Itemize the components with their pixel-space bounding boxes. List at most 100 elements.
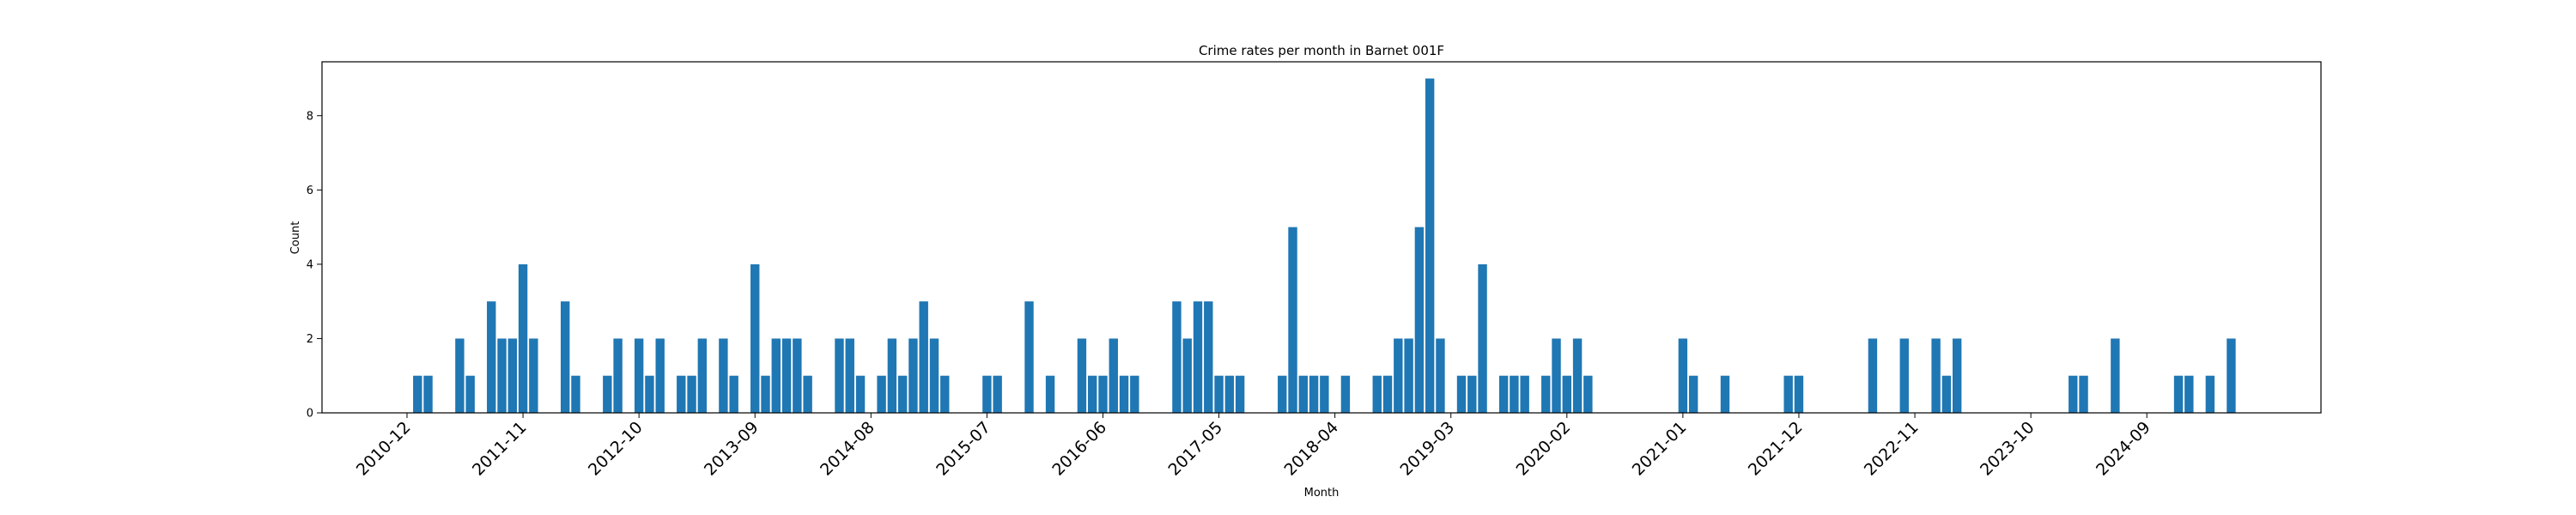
bar-2018-05 <box>1340 375 1351 413</box>
bar-2011-06 <box>465 375 475 413</box>
bar-2020-02 <box>1562 375 1571 413</box>
bar-2018-03 <box>1320 375 1329 413</box>
bar-2025-03 <box>2205 375 2215 413</box>
bar-2018-08 <box>1372 375 1382 413</box>
bar-2020-04 <box>1583 375 1593 413</box>
bar-2024-12 <box>2173 375 2184 413</box>
bar-2014-11 <box>897 375 908 413</box>
bar-2017-04 <box>1204 301 1213 413</box>
y-tick-label: 2 <box>307 333 313 346</box>
bar-2011-11 <box>518 264 528 413</box>
bar-2014-01 <box>793 338 802 413</box>
bars-group <box>413 78 2236 413</box>
bar-2014-05 <box>835 338 844 413</box>
bar-2023-02 <box>1941 375 1952 413</box>
bar-2011-05 <box>455 338 465 413</box>
bar-2013-09 <box>750 264 760 413</box>
bar-2014-09 <box>877 375 886 413</box>
bar-2012-03 <box>561 301 570 413</box>
bar-2019-01 <box>1425 78 1435 413</box>
bar-2018-10 <box>1394 338 1403 413</box>
y-axis-label: Count <box>289 221 302 255</box>
y-tick-label: 0 <box>307 408 313 421</box>
bar-2019-06 <box>1478 264 1487 413</box>
plot-frame <box>321 61 2322 414</box>
bar-2011-12 <box>529 338 538 413</box>
bar-2011-10 <box>507 338 517 413</box>
y-tick-label: 8 <box>307 110 313 123</box>
bar-2021-12 <box>1794 375 1804 413</box>
bar-2011-01 <box>413 375 422 413</box>
bar-2015-11 <box>1024 301 1034 413</box>
bar-2016-05 <box>1088 375 1097 413</box>
bar-2013-11 <box>771 338 781 413</box>
bar-2023-03 <box>1952 338 1962 413</box>
bar-2024-03 <box>2079 375 2088 413</box>
bar-2012-07 <box>603 375 612 413</box>
bar-2023-01 <box>1931 338 1941 413</box>
bar-2018-12 <box>1414 227 1425 413</box>
y-tick-label: 6 <box>307 185 313 197</box>
bar-2011-08 <box>487 301 496 413</box>
bar-2012-11 <box>645 375 654 413</box>
bar-2015-03 <box>940 375 950 413</box>
bar-2013-02 <box>677 375 686 413</box>
bar-2014-07 <box>855 375 866 413</box>
bar-2016-04 <box>1077 338 1087 413</box>
bar-2016-01 <box>1045 375 1055 413</box>
bar-2018-09 <box>1382 375 1393 413</box>
bar-2017-03 <box>1193 301 1203 413</box>
bar-2013-06 <box>719 338 728 413</box>
bar-2014-10 <box>887 338 897 413</box>
bar-2018-01 <box>1298 375 1308 413</box>
bar-2020-01 <box>1552 338 1561 413</box>
bar-2022-10 <box>1899 338 1909 413</box>
bar-2014-12 <box>908 338 918 413</box>
bar-2015-08 <box>993 375 1002 413</box>
bar-2015-01 <box>919 301 928 413</box>
bar-2017-05 <box>1214 375 1224 413</box>
bar-2012-12 <box>655 338 665 413</box>
chart-title: Crime rates per month in Barnet 001F <box>1199 43 1444 58</box>
bar-2017-01 <box>1172 301 1182 413</box>
bar-2021-01 <box>1678 338 1688 413</box>
bar-2012-10 <box>634 338 644 413</box>
bar-2018-11 <box>1404 338 1413 413</box>
bar-2016-09 <box>1130 375 1139 413</box>
bar-2014-02 <box>803 375 812 413</box>
bar-2015-07 <box>982 375 992 413</box>
bar-2018-02 <box>1309 375 1319 413</box>
bar-2013-10 <box>761 375 770 413</box>
bar-2017-06 <box>1224 375 1235 413</box>
bar-2024-06 <box>2111 338 2120 413</box>
bar-2017-02 <box>1182 338 1192 413</box>
bar-2019-10 <box>1520 375 1529 413</box>
bar-2019-08 <box>1498 375 1509 413</box>
bar-2024-02 <box>2069 375 2078 413</box>
bar-2019-09 <box>1510 375 1519 413</box>
bar-2021-02 <box>1688 375 1698 413</box>
bar-2017-07 <box>1235 375 1245 413</box>
bar-2016-06 <box>1098 375 1108 413</box>
y-axis: 0 2 4 6 8 <box>307 110 322 421</box>
bar-2022-07 <box>1868 338 1878 413</box>
bar-2013-12 <box>781 338 792 413</box>
bar-2019-02 <box>1436 338 1445 413</box>
bar-2019-05 <box>1467 375 1477 413</box>
bar-2014-06 <box>845 338 854 413</box>
bar-2017-11 <box>1278 375 1287 413</box>
bar-2016-07 <box>1109 338 1118 413</box>
bar-2019-04 <box>1456 375 1467 413</box>
bar-2017-12 <box>1288 227 1297 413</box>
y-tick-label: 4 <box>307 258 313 271</box>
bar-2020-03 <box>1572 338 1583 413</box>
bar-2021-11 <box>1783 375 1793 413</box>
bar-2012-08 <box>613 338 623 413</box>
x-axis-label: Month <box>1304 487 1340 500</box>
bar-2013-04 <box>697 338 708 413</box>
bar-2011-09 <box>497 338 507 413</box>
bar-2025-05 <box>2227 338 2236 413</box>
bar-2013-07 <box>729 375 738 413</box>
bar-2019-12 <box>1541 375 1551 413</box>
